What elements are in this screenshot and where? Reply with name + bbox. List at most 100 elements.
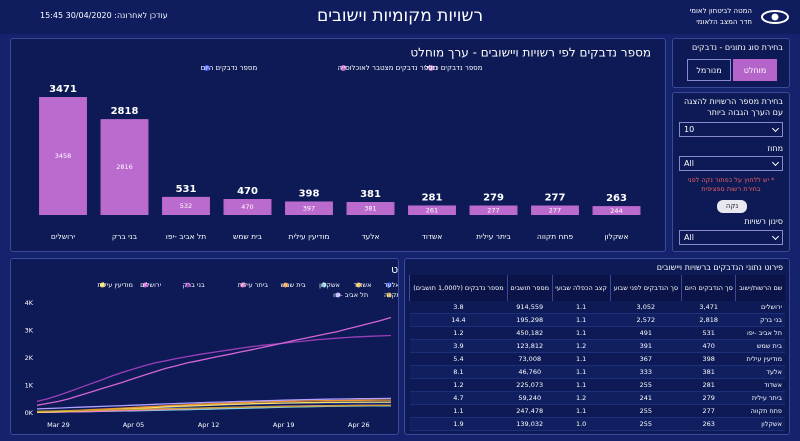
column-header: סך הנדבקים לפני שבוע: [609, 275, 682, 301]
legend-label: אלעד: [384, 281, 398, 289]
table-cell: 3.8: [409, 301, 508, 314]
table-cell: ביתר עילית: [735, 391, 785, 405]
table-cell: 398: [681, 352, 736, 366]
legend-swatch: [240, 282, 246, 288]
legend-swatch: [386, 282, 392, 288]
table-cell: 450,182: [507, 326, 553, 340]
option-button[interactable]: מנורמל: [687, 59, 731, 81]
y-tick-label: 0K: [25, 409, 34, 417]
legend-swatch: [386, 292, 392, 298]
inner-value-label: 381: [364, 205, 376, 213]
legend-label: ביתר עילית: [238, 281, 268, 289]
inner-value-label: 244: [610, 207, 622, 215]
table-cell: 3,471: [681, 301, 736, 314]
series-line: [36, 399, 391, 413]
value-label: 277: [545, 193, 566, 204]
x-tick-label: אשדוד: [422, 232, 443, 241]
table-cell: 263: [681, 417, 736, 431]
inner-value-label: 532: [180, 202, 192, 210]
table-cell: 367: [610, 352, 682, 366]
bar: [470, 205, 517, 215]
x-tick-label: Apr 12: [198, 421, 220, 429]
table-row: בני ברק 2,818 2,572 1.1 195,298 14.4: [409, 313, 785, 327]
org-title: המטה לביטחון לאומי: [689, 7, 752, 15]
x-tick-label: בני ברק: [112, 232, 138, 241]
last-updated: עודכן לאחרונה: 30/04/2020 15:45: [40, 11, 168, 20]
table-cell: 277: [681, 404, 736, 418]
authority-label: סינון רשויות: [744, 217, 783, 226]
logo: [761, 10, 789, 24]
legend-label: מודיעין עילית: [97, 281, 132, 289]
table-cell: 139,032: [507, 417, 553, 431]
x-tick-label: מודיעין עילית: [289, 232, 330, 241]
legend-label: פתח תקווה: [384, 291, 398, 299]
table-cell: 279: [681, 391, 736, 405]
x-tick-label: בית שמש: [233, 232, 263, 241]
table-row: ירושלים 3,471 3,052 1.1 914,559 3.8: [409, 301, 785, 314]
table-cell: 46,760: [507, 365, 553, 379]
legend-swatch: [185, 282, 191, 288]
table-row: אשקלון 263 255 1.0 139,032 1.9: [409, 417, 785, 431]
y-tick-label: 2K: [25, 354, 34, 362]
column-header: מספר תושבים: [506, 275, 553, 301]
table-cell: 531: [681, 326, 736, 340]
legend-label: מספר נדבקים מצטבר לאוכלוסייה: [337, 64, 437, 72]
table-cell: 1.2: [552, 391, 611, 405]
legend-swatch: [335, 292, 341, 298]
table-cell: תל אביב -יפו: [735, 326, 785, 340]
table-cell: 14.4: [409, 313, 508, 327]
legend-label: בני ברק: [183, 281, 205, 289]
chart-title: מספר נדבקים מצטבר לפי רשויות ויישובים - …: [391, 263, 398, 276]
data-type-panel: בחירת סוג נתונים - נדבקים מוחלט מנורמל: [672, 38, 790, 88]
table-cell: אשדוד: [735, 378, 785, 392]
table-cell: 59,240: [507, 391, 553, 405]
x-tick-label: ביתר עילית: [476, 232, 511, 241]
table-row: פתח תקווה 277 255 1.1 247,478 1.1: [409, 404, 785, 418]
x-tick-label: Mar 29: [47, 421, 70, 429]
value-label: 279: [483, 193, 504, 204]
legend-swatch: [203, 65, 210, 71]
table-row: מודיעין עילית 398 367 1.1 73,008 5.4: [409, 352, 785, 366]
inner-value-label: 3458: [55, 152, 72, 160]
data-table: שם הרשות/ישוב סך הנדבקים היום סך הנדבקים ל…: [409, 275, 785, 431]
filter-panel: בחירת מספר הרשויות להצגה עם הערך הגבוה ב…: [672, 92, 790, 252]
authority-dropdown[interactable]: All: [679, 230, 783, 245]
table-cell: מודיעין עילית: [735, 352, 785, 366]
table-cell: 1.1: [552, 313, 611, 327]
clear-button[interactable]: נקה: [717, 200, 747, 213]
table-cell: 1.2: [409, 326, 508, 340]
value-label: 531: [176, 184, 197, 195]
top-n-dropdown[interactable]: 10: [679, 122, 783, 137]
table-cell: 1.1: [552, 365, 611, 379]
legend-label: מספר נדבקים היום: [201, 64, 258, 72]
inner-value-label: 261: [426, 207, 438, 215]
legend-label: תל אביב -יפו: [333, 291, 368, 299]
org-subtitle: חדר המצב הלאומי: [696, 18, 752, 26]
bar: [101, 119, 148, 215]
x-tick-label: Apr 26: [348, 421, 370, 429]
series-line: [36, 316, 392, 406]
value-label: 3471: [49, 84, 77, 95]
table-row: תל אביב -יפו 531 491 1.1 450,182 1.2: [409, 326, 785, 340]
page-title: רשויות מקומיות וישובים: [316, 6, 484, 26]
legend-label: אשקלון: [319, 281, 340, 289]
district-dropdown[interactable]: All: [679, 156, 783, 171]
table-cell: 381: [681, 365, 736, 379]
bar: [409, 206, 455, 215]
table-cell: אשקלון: [735, 417, 785, 431]
table-cell: 491: [610, 326, 682, 340]
table-cell: 3.9: [409, 339, 508, 353]
option-button[interactable]: מוחלט: [733, 59, 777, 81]
table-row: בית שמש 470 391 1.2 123,812 3.9: [409, 339, 785, 353]
legend-swatch: [321, 282, 327, 288]
bar-chart-panel: מספר נדבקים לפי רשויות ויישובים - ערך מו…: [10, 38, 666, 252]
table-cell: 195,298: [507, 313, 553, 327]
x-tick-label: אלעד: [361, 232, 379, 241]
x-tick-label: תל אביב -יפו: [166, 232, 207, 241]
bar: [224, 199, 271, 215]
table-cell: 4.7: [409, 391, 508, 405]
bar: [532, 205, 578, 215]
value-label: 263: [606, 193, 627, 204]
table-cell: בית שמש: [735, 339, 785, 353]
